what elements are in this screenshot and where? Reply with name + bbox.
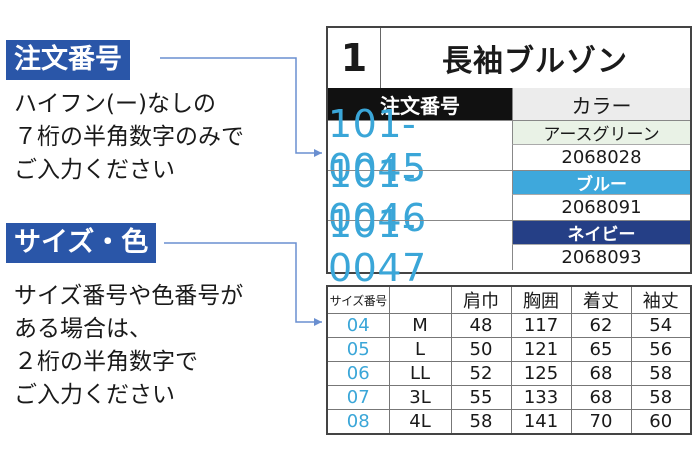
size-label-cell: L xyxy=(388,337,452,362)
order-number-label: 注文番号 xyxy=(6,40,130,80)
sleeve-length-cell: 58 xyxy=(630,361,692,386)
shoulder-width-header: 肩巾 xyxy=(450,285,512,314)
shoulder-width-cell: 58 xyxy=(450,409,512,435)
order-connector-arrow-icon xyxy=(314,149,322,157)
order-number-3: 101-0047 xyxy=(328,202,512,290)
size-label-header xyxy=(388,285,452,314)
size-number-header: サイズ番号 xyxy=(326,285,390,314)
size-color-description: サイズ番号や色番号が ある場合は、 ２桁の半角数字で ご入力ください xyxy=(14,283,244,408)
sleeve-length-cell: 56 xyxy=(630,337,692,362)
size-code-cell: 04 xyxy=(326,313,390,338)
size-label-cell: 4L xyxy=(388,409,452,435)
product-number: 1 xyxy=(328,28,381,88)
color-name-3: ネイビー xyxy=(512,220,690,245)
length-cell: 68 xyxy=(570,385,632,410)
order-number-description: ハイフン(ー)なしの ７桁の半角数字のみで ご入力ください xyxy=(14,91,244,183)
chest-cell: 141 xyxy=(510,409,572,435)
size-color-label: サイズ・色 xyxy=(6,223,157,263)
table-row: 08 4L 58 141 70 60 xyxy=(326,409,692,435)
length-cell: 68 xyxy=(570,361,632,386)
length-cell: 62 xyxy=(570,313,632,338)
sleeve-length-cell: 58 xyxy=(630,385,692,410)
color-name-1: アースグリーン xyxy=(512,120,690,145)
sleeve-length-cell: 54 xyxy=(630,313,692,338)
color-code-3: 2068093 xyxy=(512,244,690,270)
sleeve-length-header: 袖丈 xyxy=(630,285,692,314)
sleeve-length-cell: 60 xyxy=(630,409,692,435)
shoulder-width-cell: 55 xyxy=(450,385,512,410)
product-name: 長袖ブルゾン xyxy=(442,44,628,79)
chest-cell: 121 xyxy=(510,337,572,362)
shoulder-width-cell: 48 xyxy=(450,313,512,338)
size-label-cell: 3L xyxy=(388,385,452,410)
size-connector-arrow-icon xyxy=(314,318,322,326)
color-code-1: 2068028 xyxy=(512,144,690,170)
size-code-cell: 07 xyxy=(326,385,390,410)
table-row: 07 3L 55 133 68 58 xyxy=(326,385,692,410)
color-code-2: 2068091 xyxy=(512,194,690,220)
table-row: 05 L 50 121 65 56 xyxy=(326,337,692,362)
shoulder-width-cell: 50 xyxy=(450,337,512,362)
size-connector-line xyxy=(164,242,322,323)
chest-cell: 133 xyxy=(510,385,572,410)
table-row: 04 M 48 117 62 54 xyxy=(326,313,692,338)
size-table: サイズ番号 肩巾 胸囲 着丈 袖丈 04 M 48 117 62 54 05 L 50 121 65… xyxy=(326,285,692,435)
length-cell: 70 xyxy=(570,409,632,435)
order-connector-line xyxy=(160,57,322,154)
shoulder-width-cell: 52 xyxy=(450,361,512,386)
length-cell: 65 xyxy=(570,337,632,362)
chest-cell: 117 xyxy=(510,313,572,338)
size-code-cell: 06 xyxy=(326,361,390,386)
chest-header: 胸囲 xyxy=(510,285,572,314)
order-number-header: 注文番号 xyxy=(328,88,512,120)
size-table-header-row: サイズ番号 肩巾 胸囲 着丈 袖丈 xyxy=(326,285,692,314)
color-name-2: ブルー xyxy=(512,170,690,195)
color-header: カラー xyxy=(512,88,690,120)
chest-cell: 125 xyxy=(510,361,572,386)
size-code-cell: 08 xyxy=(326,409,390,435)
product-card: 1 長袖ブルゾン 注文番号 カラー 101-0045 アースグリーン 20680… xyxy=(326,26,692,290)
size-code-cell: 05 xyxy=(326,337,390,362)
size-label-cell: M xyxy=(388,313,452,338)
length-header: 着丈 xyxy=(570,285,632,314)
table-row: 06 LL 52 125 68 58 xyxy=(326,361,692,386)
size-label-cell: LL xyxy=(388,361,452,386)
